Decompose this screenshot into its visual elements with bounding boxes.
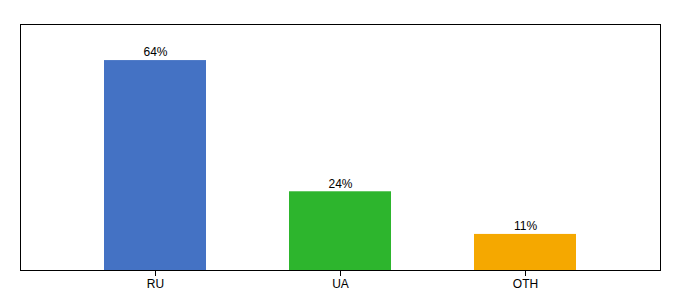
svg-text:OTH: OTH [513,277,538,291]
svg-text:UA: UA [332,277,349,291]
svg-text:RU: RU [147,277,164,291]
svg-text:64%: 64% [143,45,167,59]
svg-text:24%: 24% [328,177,352,191]
svg-text:11%: 11% [514,219,537,233]
